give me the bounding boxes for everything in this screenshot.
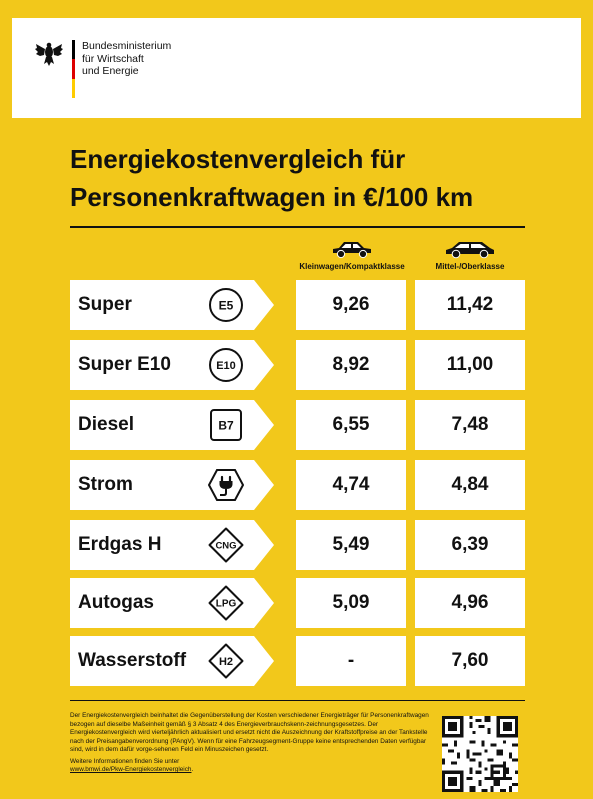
fuel-cell: Strom — [70, 460, 274, 510]
value-large-car: 7,48 — [415, 400, 525, 450]
value-small-car: 5,49 — [296, 520, 406, 570]
fuel-cell: Wasserstoff H2 — [70, 636, 274, 686]
value-small-car: 4,74 — [296, 460, 406, 510]
fuel-name: Super — [78, 294, 132, 315]
badge-label: LPG — [216, 599, 237, 610]
fuel-cell: Autogas LPG — [70, 578, 274, 628]
column-label-small: Kleinwagen/Kompaktklasse — [299, 262, 405, 271]
title-line-2: Personenkraftwagen in €/100 km — [70, 182, 474, 212]
table-row: Super E5 9,26 11,42 — [70, 280, 525, 330]
badge-label: E5 — [219, 299, 234, 313]
fuel-name: Autogas — [78, 592, 154, 613]
info-link[interactable]: www.bmwi.de/Pkw-Energiekostenvergleich — [70, 766, 192, 773]
ministry-line-3: und Energie — [82, 65, 139, 77]
fuel-name: Wasserstoff — [78, 650, 187, 671]
badge-label: E10 — [216, 360, 236, 372]
title-line-1: Energiekostenvergleich für — [70, 144, 406, 174]
qr-code-icon — [442, 716, 518, 792]
e10-badge-icon: E10 — [208, 347, 244, 383]
electric-plug-icon — [208, 467, 244, 503]
disclaimer-text: Der Energiekostenvergleich beinhaltet di… — [70, 712, 429, 753]
german-flag-bar — [72, 40, 75, 98]
table-row: Super E10 E10 8,92 11,00 — [70, 340, 525, 390]
fuel-name: Diesel — [78, 414, 134, 435]
info-link-suffix: . — [191, 766, 194, 773]
value-large-car: 7,60 — [415, 636, 525, 686]
column-header-large: Mittel-/Oberklasse — [414, 238, 526, 271]
ministry-line-1: Bundesministerium — [82, 40, 172, 52]
h2-badge-icon: H2 — [208, 643, 244, 679]
federal-eagle-icon — [35, 42, 63, 66]
cng-badge-icon: CNG — [208, 527, 244, 563]
value-small-car: - — [296, 636, 406, 686]
b7-badge-icon: B7 — [208, 407, 244, 443]
info-link-line: www.bmwi.de/Pkw-Energiekostenvergleich. — [70, 766, 438, 775]
fuel-cell: Diesel B7 — [70, 400, 274, 450]
table-row: Autogas LPG 5,09 4,96 — [70, 578, 525, 628]
small-car-icon — [333, 242, 371, 259]
lpg-badge-icon: LPG — [208, 585, 244, 621]
fuel-name: Super E10 — [78, 354, 171, 375]
badge-label: CNG — [215, 541, 236, 552]
value-large-car: 11,00 — [415, 340, 525, 390]
fuel-cell: Super E5 — [70, 280, 274, 330]
flag-stripe-red — [72, 59, 75, 79]
footer-disclaimer: Der Energiekostenvergleich beinhaltet di… — [70, 712, 438, 775]
table-row: Diesel B7 6,55 7,48 — [70, 400, 525, 450]
ministry-header: Bundesministerium für Wirtschaft und Ene… — [12, 18, 581, 118]
fuel-cell: Erdgas H CNG — [70, 520, 274, 570]
value-large-car: 6,39 — [415, 520, 525, 570]
footer-divider — [70, 700, 525, 701]
more-info-text: Weitere Informationen finden Sie unter — [70, 757, 180, 765]
table-row: Strom 4,74 4,84 — [70, 460, 525, 510]
flag-stripe-black — [72, 40, 75, 60]
value-small-car: 9,26 — [296, 280, 406, 330]
ministry-name: Bundesministerium für Wirtschaft und Ene… — [82, 40, 171, 78]
title-divider — [70, 226, 525, 228]
table-row: Erdgas H CNG 5,49 6,39 — [70, 520, 525, 570]
large-car-icon — [446, 242, 494, 259]
column-label-large: Mittel-/Oberklasse — [435, 262, 505, 271]
e5-badge-icon: E5 — [208, 287, 244, 323]
flag-stripe-gold — [72, 78, 75, 98]
fuel-name: Strom — [78, 474, 133, 495]
table-row: Wasserstoff H2 - 7,60 — [70, 636, 525, 686]
fuel-name: Erdgas H — [78, 534, 162, 555]
value-small-car: 6,55 — [296, 400, 406, 450]
page-title: Energiekostenvergleich für Personenkraft… — [70, 140, 540, 216]
badge-label: B7 — [218, 419, 234, 433]
value-large-car: 11,42 — [415, 280, 525, 330]
column-header-small: Kleinwagen/Kompaktklasse — [296, 238, 408, 271]
value-large-car: 4,84 — [415, 460, 525, 510]
badge-label: H2 — [219, 656, 233, 668]
value-small-car: 8,92 — [296, 340, 406, 390]
value-small-car: 5,09 — [296, 578, 406, 628]
fuel-cell: Super E10 E10 — [70, 340, 274, 390]
value-large-car: 4,96 — [415, 578, 525, 628]
ministry-line-2: für Wirtschaft — [82, 52, 144, 65]
